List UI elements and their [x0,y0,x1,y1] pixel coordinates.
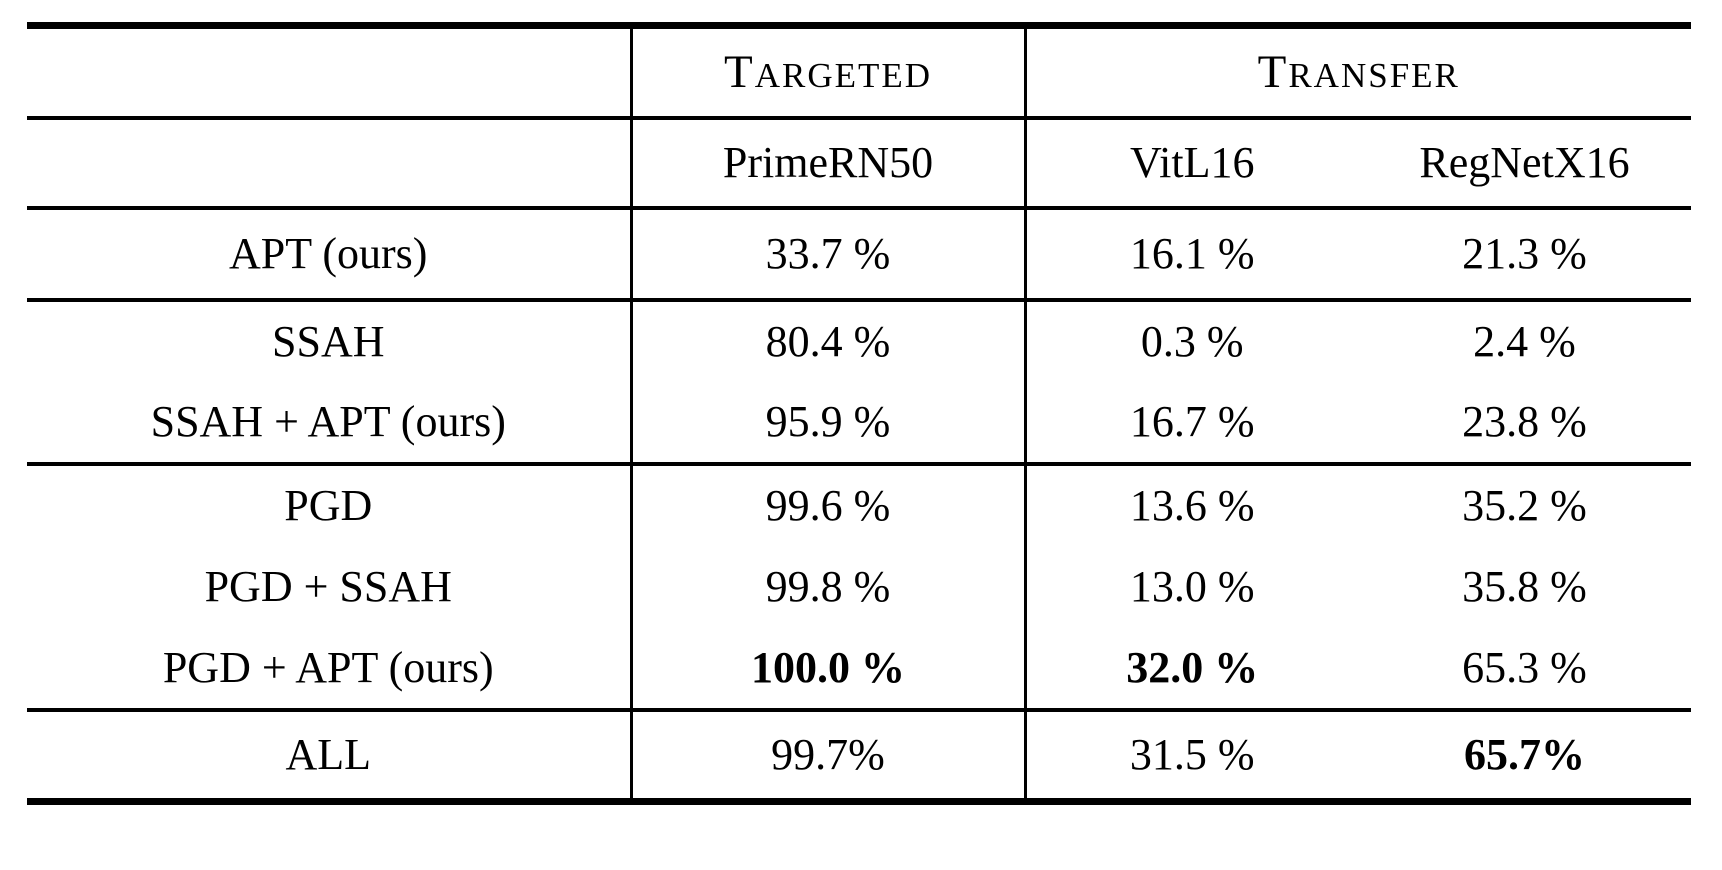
table-row-pgd: PGD 99.6 % 13.6 % 35.2 % [27,461,1691,546]
cell-targeted: 33.7 % [629,205,1025,300]
cell-vitl16: 13.0 % [1023,545,1358,628]
row-label: PGD [27,461,631,546]
cell-vitl16: 31.5 % [1023,707,1358,802]
cell-vitl16: 0.3 % [1023,297,1358,382]
cell-targeted: 80.4 % [629,297,1025,382]
cell-targeted: 95.9 % [629,381,1025,464]
cell-regnetx16: 35.8 % [1462,561,1587,611]
cell-vitl16: 16.1 % [1023,205,1358,300]
targeted-group-label: TARGETED [723,45,933,98]
cell-regnetx16: 65.3 % [1462,642,1587,692]
cell-vitl16: 32.0 % [1023,627,1358,710]
row-label: ALL [27,707,631,802]
row-label: SSAH + APT (ours) [150,396,506,446]
cell-targeted: 99.7% [629,707,1025,802]
cell-regnetx16: 21.3 % [1358,205,1691,300]
table-row-ssah: SSAH 80.4 % 0.3 % 2.4 % [27,297,1691,382]
cell-regnetx16: 2.4 % [1358,297,1691,382]
cell-regnetx16: 65.7% [1358,707,1691,802]
corner-cell-2 [27,115,631,208]
row-label: PGD + SSAH [204,561,452,611]
results-table-container: TARGETED TRANSFER PrimeRN50 VitL16 RegNe… [27,22,1691,805]
corner-cell [27,26,631,118]
cell-targeted: 100.0 % [629,627,1025,710]
cell-vitl16: 16.7 % [1023,381,1358,464]
column-group-targeted: TARGETED [629,25,1025,118]
table-row-pgd-apt: PGD + APT (ours) 100.0 % 32.0 % 65.3 % [27,627,1691,710]
column-header-regnetx16: RegNetX16 [1358,115,1691,208]
table-row-all: ALL 99.7% 31.5 % 65.7% [27,707,1691,802]
header-group-row: TARGETED TRANSFER [27,25,1691,118]
cell-targeted: 99.6 % [629,461,1025,546]
cell-regnetx16: 23.8 % [1462,396,1587,446]
table-row-apt: APT (ours) 33.7 % 16.1 % 21.3 % [27,205,1691,300]
column-group-transfer: TRANSFER [1023,25,1691,118]
row-label: SSAH [27,297,631,382]
cell-vitl16: 13.6 % [1023,461,1358,546]
cell-regnetx16: 35.2 % [1358,461,1691,546]
table-row-pgd-ssah: PGD + SSAH 99.8 % 13.0 % 35.8 % [27,545,1691,628]
results-table: TARGETED TRANSFER PrimeRN50 VitL16 RegNe… [27,22,1691,805]
column-header-primern50: PrimeRN50 [629,115,1025,208]
row-label: PGD + APT (ours) [162,642,494,692]
header-models-row: PrimeRN50 VitL16 RegNetX16 [27,115,1691,208]
transfer-group-label: TRANSFER [1257,45,1460,98]
row-label: APT (ours) [27,205,631,300]
table-row-ssah-apt: SSAH + APT (ours) 95.9 % 16.7 % 23.8 % [27,381,1691,464]
column-header-vitl16: VitL16 [1023,115,1358,208]
cell-targeted: 99.8 % [629,545,1025,628]
